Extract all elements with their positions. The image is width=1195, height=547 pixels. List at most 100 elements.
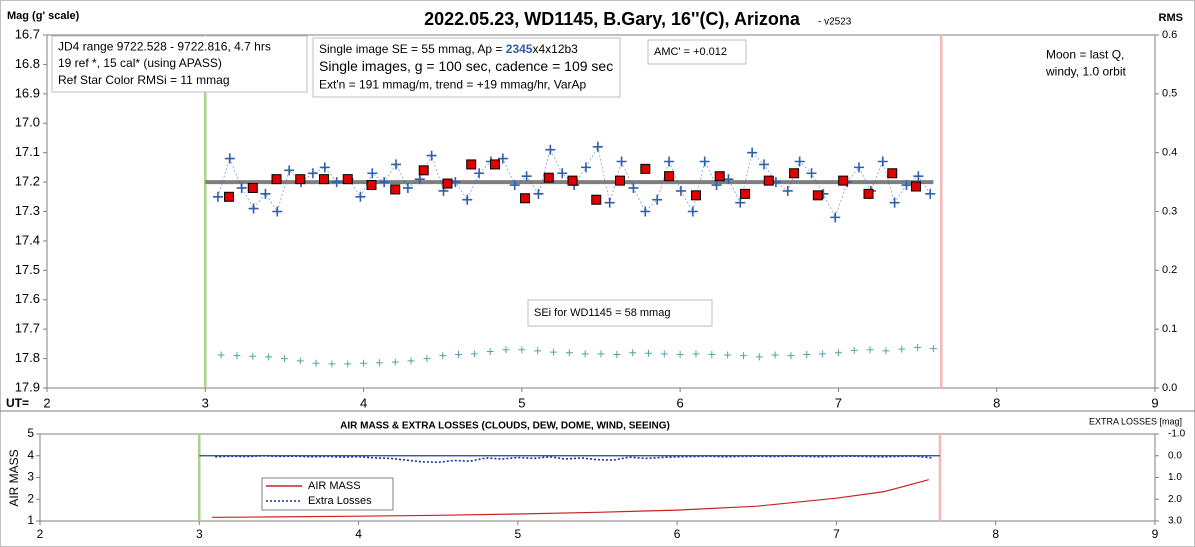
data-point <box>747 147 758 158</box>
data-point <box>597 350 605 358</box>
binned-point <box>640 163 651 174</box>
y2-tick-label: 0.0 <box>1162 382 1177 394</box>
data-point <box>224 153 235 164</box>
data-point <box>426 150 437 161</box>
annotation-text: SEi for WD1145 = 58 mmag <box>534 307 670 319</box>
y2-tick-label: 0.4 <box>1162 147 1177 159</box>
binned-point <box>466 159 477 170</box>
data-point <box>355 191 366 202</box>
y-axis-label: Mag (g' scale) <box>7 10 80 22</box>
y2-tick-label: 0.1 <box>1162 323 1177 335</box>
y2-tick-label: -1.0 <box>1168 429 1186 440</box>
y-axis-label: AIR MASS <box>7 449 21 506</box>
y-tick-label: 17.2 <box>15 174 40 189</box>
data-point <box>652 194 663 205</box>
data-point <box>877 156 888 167</box>
x-tick-label: 2 <box>43 395 50 410</box>
data-point <box>272 206 283 217</box>
data-point <box>925 188 936 199</box>
binned-point <box>910 181 921 192</box>
y-tick-label: 17.3 <box>15 203 40 218</box>
y2-tick-label: 0.2 <box>1162 264 1177 276</box>
y2-tick-label: 1.0 <box>1168 472 1182 483</box>
data-point <box>882 347 890 355</box>
data-point <box>735 197 746 208</box>
annotation-part: 2345 <box>506 42 533 56</box>
binned-point <box>366 180 377 191</box>
data-point <box>328 360 336 368</box>
binned-point <box>812 190 823 201</box>
annotation-text: Single images, g = 100 sec, cadence = 10… <box>319 58 613 74</box>
binned-point <box>442 178 453 189</box>
annotation-part: Single image SE = 55 mmag, Ap = <box>319 42 506 56</box>
y-tick-label: 17.1 <box>15 144 40 159</box>
y-tick-label: 1 <box>27 513 34 527</box>
data-point <box>676 350 684 358</box>
binned-point <box>489 159 500 170</box>
legend-label: AIR MASS <box>308 480 361 492</box>
x-tick-label: 7 <box>833 527 840 541</box>
x-axis-label: UT= <box>6 396 29 410</box>
y2-tick-label: 3.0 <box>1168 516 1182 527</box>
x-tick-label: 4 <box>360 395 367 410</box>
data-point <box>280 355 288 363</box>
data-point <box>557 168 568 179</box>
x-tick-label: 9 <box>1151 395 1158 410</box>
data-point <box>497 153 508 164</box>
y2-axis-label: RMS <box>1159 12 1183 24</box>
annotation-part: x4x12b3 <box>532 42 578 56</box>
y-tick-label: 16.7 <box>15 26 40 41</box>
data-point <box>236 182 247 193</box>
data-point <box>644 349 652 357</box>
data-point <box>929 345 937 353</box>
x-tick-label: 5 <box>515 527 522 541</box>
annotation-text: Ext'n = 191 mmag/m, trend = +19 mmag/hr,… <box>319 77 587 91</box>
data-point <box>414 174 425 185</box>
data-point <box>739 352 747 360</box>
data-point <box>296 357 304 365</box>
legend-box <box>261 477 394 511</box>
data-point <box>565 349 573 357</box>
binned-point <box>714 171 725 182</box>
data-point <box>708 350 716 358</box>
data-point <box>518 346 526 354</box>
data-point <box>723 174 734 185</box>
data-point <box>265 353 273 361</box>
x-tick-label: 9 <box>1152 527 1159 541</box>
data-point <box>581 350 589 358</box>
data-point <box>509 180 520 191</box>
annotation-box <box>527 299 713 327</box>
data-point <box>692 350 700 358</box>
chart-subtitle: - v2523 <box>818 17 852 28</box>
x-tick-label: 3 <box>202 395 209 410</box>
data-point <box>402 182 413 193</box>
y-tick-label: 17.4 <box>15 232 40 247</box>
data-point <box>391 358 399 366</box>
data-point <box>913 171 924 182</box>
data-point <box>819 350 827 358</box>
x-tick-label: 2 <box>37 527 44 541</box>
data-point <box>889 197 900 208</box>
data-point <box>616 156 627 167</box>
y2-axis-label: EXTRA LOSSES [mag] <box>1089 416 1182 426</box>
data-point <box>249 352 257 360</box>
data-point <box>502 346 510 354</box>
data-point <box>640 206 651 217</box>
data-point <box>391 159 402 170</box>
data-point <box>724 351 732 359</box>
binned-point <box>614 175 625 186</box>
binned-point <box>863 188 874 199</box>
data-point <box>470 350 478 358</box>
y2-tick-label: 0.0 <box>1168 450 1182 461</box>
data-point <box>759 159 770 170</box>
data-point <box>545 144 556 155</box>
data-point <box>319 162 330 173</box>
binned-point <box>789 168 800 179</box>
x-tick-label: 3 <box>196 527 203 541</box>
binned-point <box>543 172 554 183</box>
data-point <box>592 141 603 152</box>
y2-tick-label: 0.6 <box>1162 29 1177 41</box>
x-tick-label: 8 <box>992 527 999 541</box>
data-point <box>660 350 668 358</box>
data-point <box>284 165 295 176</box>
